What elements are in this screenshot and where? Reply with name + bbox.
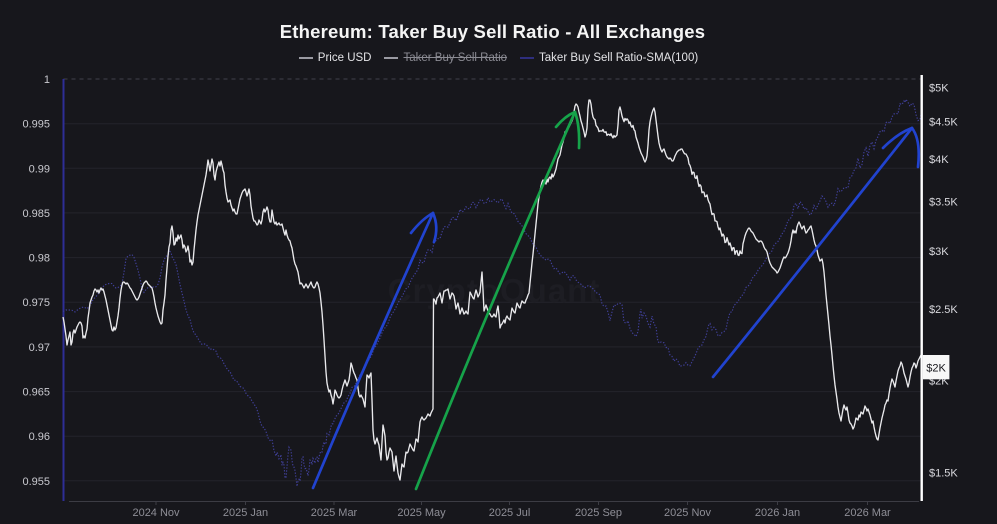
- svg-text:0.955: 0.955: [22, 476, 50, 488]
- svg-text:2026 Mar: 2026 Mar: [844, 507, 891, 519]
- svg-text:$4K: $4K: [929, 154, 949, 166]
- svg-text:2025 Jan: 2025 Jan: [223, 507, 268, 519]
- svg-text:$2.5K: $2.5K: [929, 304, 958, 316]
- svg-text:2025 May: 2025 May: [397, 507, 446, 519]
- svg-text:$5K: $5K: [929, 83, 949, 95]
- svg-text:0.975: 0.975: [22, 297, 50, 309]
- svg-text:0.96: 0.96: [29, 431, 50, 443]
- svg-text:0.97: 0.97: [29, 342, 50, 354]
- svg-text:0.995: 0.995: [22, 119, 50, 131]
- svg-text:$2K: $2K: [926, 363, 946, 375]
- svg-text:0.99: 0.99: [29, 163, 50, 175]
- svg-text:2025 Jul: 2025 Jul: [489, 507, 531, 519]
- svg-text:0.965: 0.965: [22, 387, 50, 399]
- svg-text:$3.5K: $3.5K: [929, 197, 958, 209]
- svg-text:2025 Mar: 2025 Mar: [311, 507, 358, 519]
- svg-text:0.985: 0.985: [22, 208, 50, 220]
- svg-text:2025 Sep: 2025 Sep: [575, 507, 622, 519]
- svg-text:2025 Nov: 2025 Nov: [664, 507, 712, 519]
- svg-text:$4.5K: $4.5K: [929, 116, 958, 128]
- svg-text:1: 1: [44, 74, 50, 86]
- svg-text:2026 Jan: 2026 Jan: [755, 507, 800, 519]
- svg-text:$1.5K: $1.5K: [929, 467, 958, 479]
- svg-text:2024 Nov: 2024 Nov: [132, 507, 180, 519]
- svg-text:0.98: 0.98: [29, 253, 50, 265]
- svg-text:$3K: $3K: [929, 246, 949, 258]
